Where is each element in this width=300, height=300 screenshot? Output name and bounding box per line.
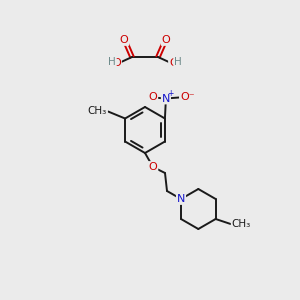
Text: O: O [148,92,157,103]
Text: O: O [120,35,128,45]
Text: H: H [174,57,182,67]
Text: CH₃: CH₃ [232,219,251,229]
Text: N: N [162,94,170,103]
Text: CH₃: CH₃ [88,106,107,116]
Text: O⁻: O⁻ [180,92,194,103]
Text: O: O [148,162,158,172]
Text: O: O [162,35,170,45]
Text: O: O [169,58,178,68]
Text: N: N [177,194,185,204]
Text: O: O [112,58,121,68]
Text: +: + [167,89,173,98]
Text: H: H [108,57,116,67]
